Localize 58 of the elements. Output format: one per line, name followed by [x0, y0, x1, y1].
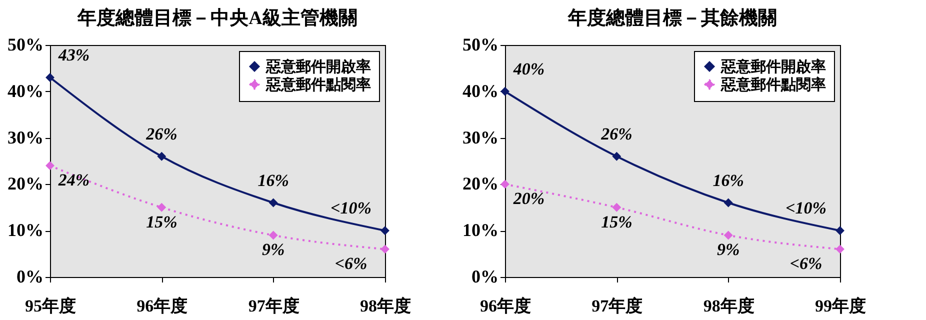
- chart-title: 年度總體目標－中央A級主管機關: [76, 7, 358, 29]
- point: [724, 230, 733, 240]
- data-label: <10%: [330, 198, 372, 218]
- y-tick-label: 50%: [8, 34, 44, 54]
- y-tick-label: 10%: [8, 220, 44, 240]
- x-tick-label: 98年度: [360, 296, 411, 316]
- y-tick-label: 40%: [8, 80, 44, 101]
- x-tick-label: 97年度: [592, 296, 643, 316]
- point: [380, 226, 390, 236]
- chart-title: 年度總體目標－其餘機關: [567, 7, 777, 29]
- point: [724, 198, 733, 208]
- data-label: 15%: [146, 212, 178, 232]
- point: [612, 152, 622, 161]
- y-tick-label: 20%: [462, 174, 498, 194]
- data-label: 43%: [57, 45, 90, 64]
- y-tick-label: 50%: [462, 34, 498, 54]
- point: [268, 198, 278, 208]
- data-label: 26%: [145, 124, 178, 144]
- data-label: 16%: [258, 170, 289, 190]
- legend-label: 惡意郵件點閱率: [720, 76, 826, 94]
- data-label: 9%: [716, 240, 740, 260]
- y-tick-label: 0%: [16, 266, 44, 286]
- y-tick-label: 0%: [472, 266, 498, 286]
- data-label: 9%: [262, 240, 285, 260]
- point: [500, 180, 510, 189]
- y-tick-label: 20%: [8, 174, 44, 194]
- point: [380, 244, 390, 254]
- point: [46, 73, 54, 82]
- point: [157, 152, 166, 161]
- point: [836, 244, 844, 254]
- point: [836, 226, 844, 236]
- point: [268, 230, 278, 240]
- data-label: <6%: [790, 254, 822, 274]
- point: [612, 202, 622, 212]
- y-tick-label: 30%: [462, 127, 498, 148]
- data-label: <6%: [334, 254, 368, 274]
- x-tick-label: 97年度: [248, 296, 300, 316]
- legend-label: 惡意郵件開啟率: [720, 58, 826, 76]
- data-label: 20%: [512, 189, 545, 208]
- point: [46, 161, 54, 170]
- x-tick-label: 96年度: [480, 296, 531, 316]
- data-label: 24%: [57, 170, 90, 190]
- x-tick-label: 98年度: [703, 296, 754, 316]
- data-label: 16%: [712, 170, 744, 190]
- legend-label: 惡意郵件開啟率: [265, 58, 371, 76]
- data-label: 26%: [600, 124, 632, 144]
- point: [500, 86, 510, 96]
- y-tick-label: 40%: [462, 80, 498, 101]
- y-tick-label: 10%: [462, 220, 498, 240]
- x-tick-label: 96年度: [136, 296, 188, 316]
- x-tick-label: 95年度: [25, 296, 76, 316]
- y-tick-label: 30%: [8, 127, 44, 148]
- x-tick-label: 99年度: [815, 296, 866, 316]
- data-label: <10%: [786, 198, 826, 218]
- data-label: 40%: [512, 59, 545, 78]
- legend-label: 惡意郵件點閱率: [265, 76, 371, 94]
- point: [157, 202, 166, 212]
- data-label: 15%: [601, 212, 632, 232]
